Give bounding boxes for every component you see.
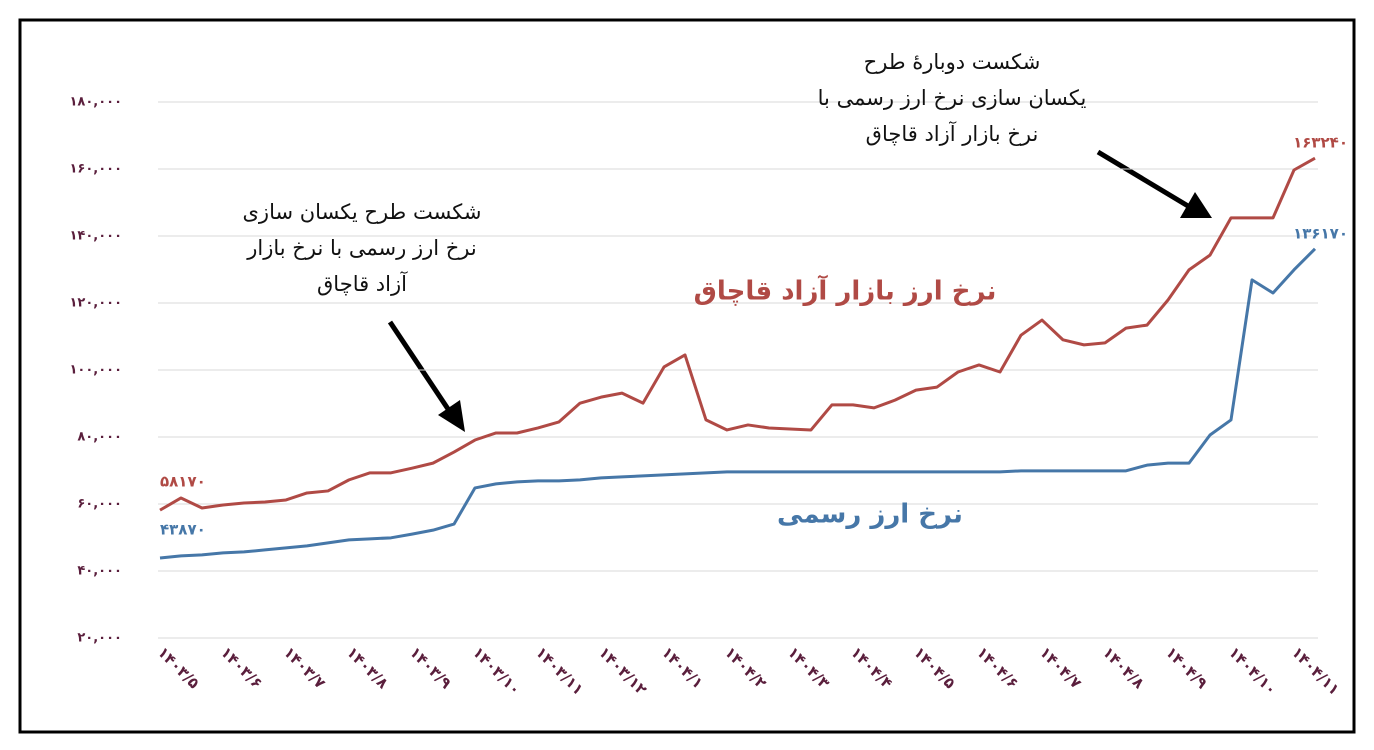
arrowhead xyxy=(1180,192,1212,218)
y-tick-label: ۴۰,۰۰۰ xyxy=(77,564,122,579)
annotation: یکسان سازی نرخ ارز رسمی با xyxy=(818,86,1087,110)
y-tick-label: ۸۰,۰۰۰ xyxy=(77,430,122,445)
series-line xyxy=(159,247,1317,560)
annotation: آزاد قاچاق xyxy=(317,271,408,296)
value-label: ۱۳۶۱۷۰ xyxy=(1293,224,1348,242)
arrows xyxy=(387,149,1212,432)
y-tick-label: ۲۰,۰۰۰ xyxy=(77,631,122,646)
y-tick-label: ۶۰,۰۰۰ xyxy=(77,497,122,512)
series-label: نرخ ارز بازار آزاد قاچاق xyxy=(694,275,997,307)
y-tick-label: ۱۸۰,۰۰۰ xyxy=(69,95,122,110)
value-label: ۵۸۱۷۰ xyxy=(160,473,206,491)
annotation: نرخ ارز رسمی با نرخ بازار xyxy=(246,236,476,260)
annotation: شکست دوبارهٔ طرح xyxy=(864,50,1041,74)
y-tick-label: ۱۰۰,۰۰۰ xyxy=(69,363,122,378)
y-tick-label: ۱۲۰,۰۰۰ xyxy=(69,296,122,311)
series-line xyxy=(159,156,1316,512)
value-label: ۱۶۳۲۴۰ xyxy=(1293,134,1348,152)
annotation: شکست طرح یکسان سازی xyxy=(243,200,482,224)
y-tick-label: ۱۶۰,۰۰۰ xyxy=(69,162,122,177)
frame xyxy=(18,18,1356,734)
arrow xyxy=(1096,149,1190,209)
annotation: نرخ بازار آزاد قاچاق xyxy=(866,121,1039,146)
arrowhead xyxy=(438,400,465,432)
arrow xyxy=(387,320,453,414)
y-tick-label: ۱۴۰,۰۰۰ xyxy=(69,229,122,244)
value-label: ۴۳۸۷۰ xyxy=(160,521,206,539)
series-label: نرخ ارز رسمی xyxy=(777,500,963,530)
